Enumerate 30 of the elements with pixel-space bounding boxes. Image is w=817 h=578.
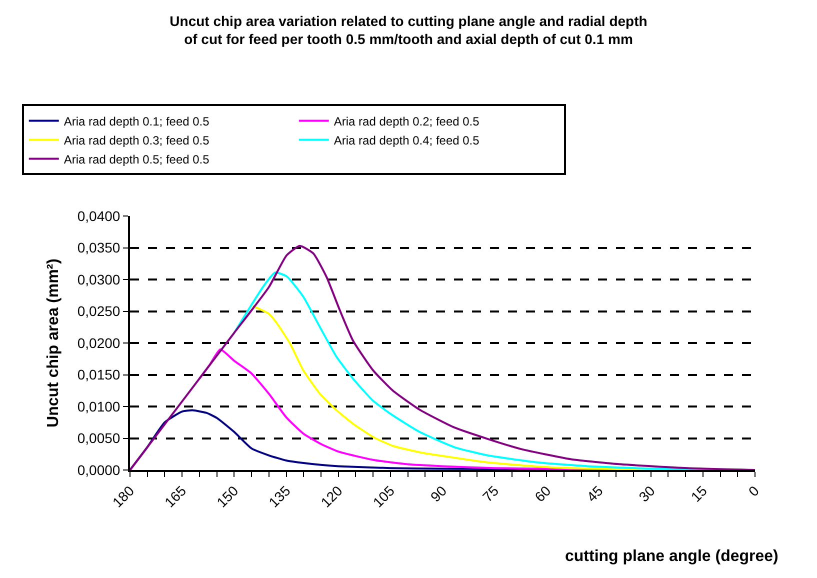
x-tick-label: 60: [531, 482, 554, 505]
y-tick-label: 0,0300: [77, 271, 120, 288]
x-tick-label: 180: [109, 482, 138, 510]
x-tick-label: 75: [479, 482, 502, 505]
x-tick-label: 105: [370, 482, 398, 510]
x-tick-label: 15: [688, 482, 710, 505]
y-tick-label: 0,0250: [77, 303, 120, 320]
y-tick-label: 0,0150: [77, 366, 120, 383]
y-tick-label: 0,0100: [77, 398, 120, 414]
y-tick-label: 0,0200: [77, 334, 120, 351]
y-tick-label: 0,0350: [77, 240, 120, 256]
x-tick-label: 150: [213, 482, 242, 510]
y-axis-title: Uncut chip area (mm²): [44, 258, 62, 428]
legend-label: Aria rad depth 0.3; feed 0.5: [64, 133, 210, 148]
x-tick-label: 135: [265, 482, 294, 510]
x-tick-label: 0: [745, 482, 762, 500]
x-tick-label: 90: [427, 482, 450, 505]
legend-label: Aria rad depth 0.5; feed 0.5: [64, 152, 210, 166]
x-tick-label: 30: [636, 482, 658, 505]
legend-label: Aria rad depth 0.2; feed 0.5: [334, 114, 480, 128]
legend-label: Aria rad depth 0.1; feed 0.5: [64, 114, 210, 128]
y-tick-label: 0,0050: [77, 430, 120, 446]
x-tick-label: 120: [318, 482, 346, 510]
chart-title: Uncut chip area variation related to cutting plane angle and radial depth of cut for feed per tooth 0.5 mm/tooth and axial depth of cut 0.1 mm: [170, 13, 648, 48]
x-tick-label: 165: [161, 482, 190, 510]
legend-label: Aria rad depth 0.4; feed 0.5: [334, 133, 480, 148]
y-tick-label: 0,0400: [77, 208, 120, 224]
x-tick-label: 45: [583, 482, 606, 505]
y-tick-label: 0,0000: [77, 462, 120, 478]
x-axis-title: cutting plane angle (degree): [565, 548, 778, 565]
